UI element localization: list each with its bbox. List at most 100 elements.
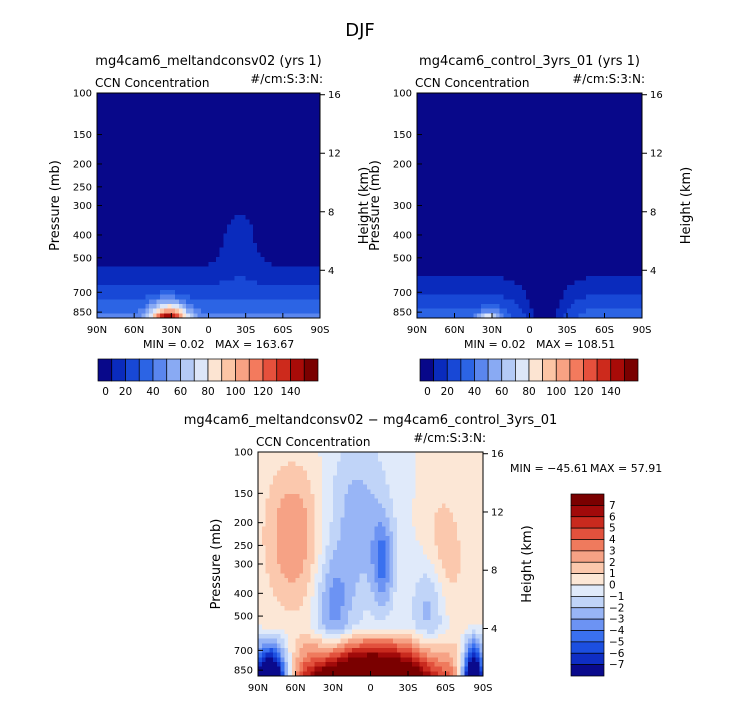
contour-cell [301,205,306,211]
contour-cell [563,93,568,99]
contour-cell [480,107,486,113]
contour-cell [108,238,113,244]
contour-cell [488,313,493,319]
contour-cell [439,186,444,193]
contour-cell [297,158,303,164]
contour-cell [141,294,146,300]
contour-cell [271,228,276,235]
contour-cell [316,200,321,207]
contour-cell [305,196,310,202]
contour-cell [424,172,429,178]
contour-cell [548,158,553,164]
contour-cell [126,224,132,230]
contour-cell [182,149,187,155]
contour-cell [428,308,433,314]
contour-cell [447,219,452,225]
contour-cell [439,275,444,282]
contour-cell [227,177,232,183]
contour-cell [458,275,463,282]
contour-cell [189,139,195,146]
contour-cell [522,135,527,141]
contour-cell [563,182,568,188]
contour-cell [428,93,433,99]
contour-cell [100,271,106,277]
contour-cell [230,261,236,268]
contour-cell [208,163,213,169]
contour-cell [149,233,154,239]
contour-cell [279,182,284,188]
contour-cell [548,219,553,225]
contour-cell [492,135,497,141]
contour-cell [171,271,176,277]
contour-cell [507,149,512,155]
contour-cell [197,163,202,169]
contour-cell [111,303,117,310]
contour-cell [432,280,437,286]
contour-cell [316,205,321,211]
contour-cell [279,158,284,164]
contour-cell [197,224,202,230]
contour-cell [559,266,564,272]
contour-cell [219,121,224,127]
contour-cell [454,275,459,282]
contour-cell [215,210,221,216]
contour-cell [424,182,429,188]
contour-cell [193,135,198,141]
contour-cell [201,172,206,178]
contour-cell [450,289,456,296]
contour-cell [156,238,161,244]
contour-cell [540,149,546,155]
contour-cell [100,289,106,296]
contour-cell [312,139,317,146]
contour-cell [510,228,516,235]
contour-cell [552,177,557,183]
contour-cell [439,135,444,141]
contour-cell [160,93,165,99]
contour-cell [518,139,523,146]
contour-cell [559,238,564,244]
contour-cell [267,308,273,314]
contour-cell [189,299,195,305]
contour-cell [458,158,463,164]
contour-cell [301,299,306,305]
contour-cell [219,177,224,183]
contour-cell [544,168,549,174]
contour-cell [256,294,262,300]
contour-cell [249,158,254,164]
contour-cell [163,299,169,305]
contour-cell [525,247,531,253]
contour-cell [473,182,478,188]
contour-cell [186,275,191,282]
contour-cell [186,144,191,150]
contour-cell [267,177,273,183]
contour-cell [507,97,512,103]
contour-cell [212,121,217,127]
contour-cell [145,107,150,113]
contour-cell [514,163,519,169]
contour-cell [567,289,572,296]
contour-cell [197,168,202,174]
contour-cell [204,135,210,141]
contour-cell [238,210,243,216]
contour-cell [178,163,184,169]
contour-cell [241,121,247,127]
contour-cell [293,144,299,150]
contour-cell [249,294,254,300]
contour-cell [533,210,538,216]
contour-cell [123,139,128,146]
contour-cell [215,214,221,221]
contour-cell [227,308,232,314]
contour-cell [167,214,172,221]
contour-cell [119,186,124,193]
contour-cell [238,247,243,253]
contour-cell [544,280,549,286]
contour-cell [137,177,143,183]
contour-cell [465,247,471,253]
contour-cell [212,107,217,113]
contour-cell [279,135,284,141]
contour-cell [156,275,161,282]
contour-cell [454,261,459,268]
contour-cell [197,280,202,286]
contour-cell [111,144,117,150]
contour-cell [245,130,250,136]
